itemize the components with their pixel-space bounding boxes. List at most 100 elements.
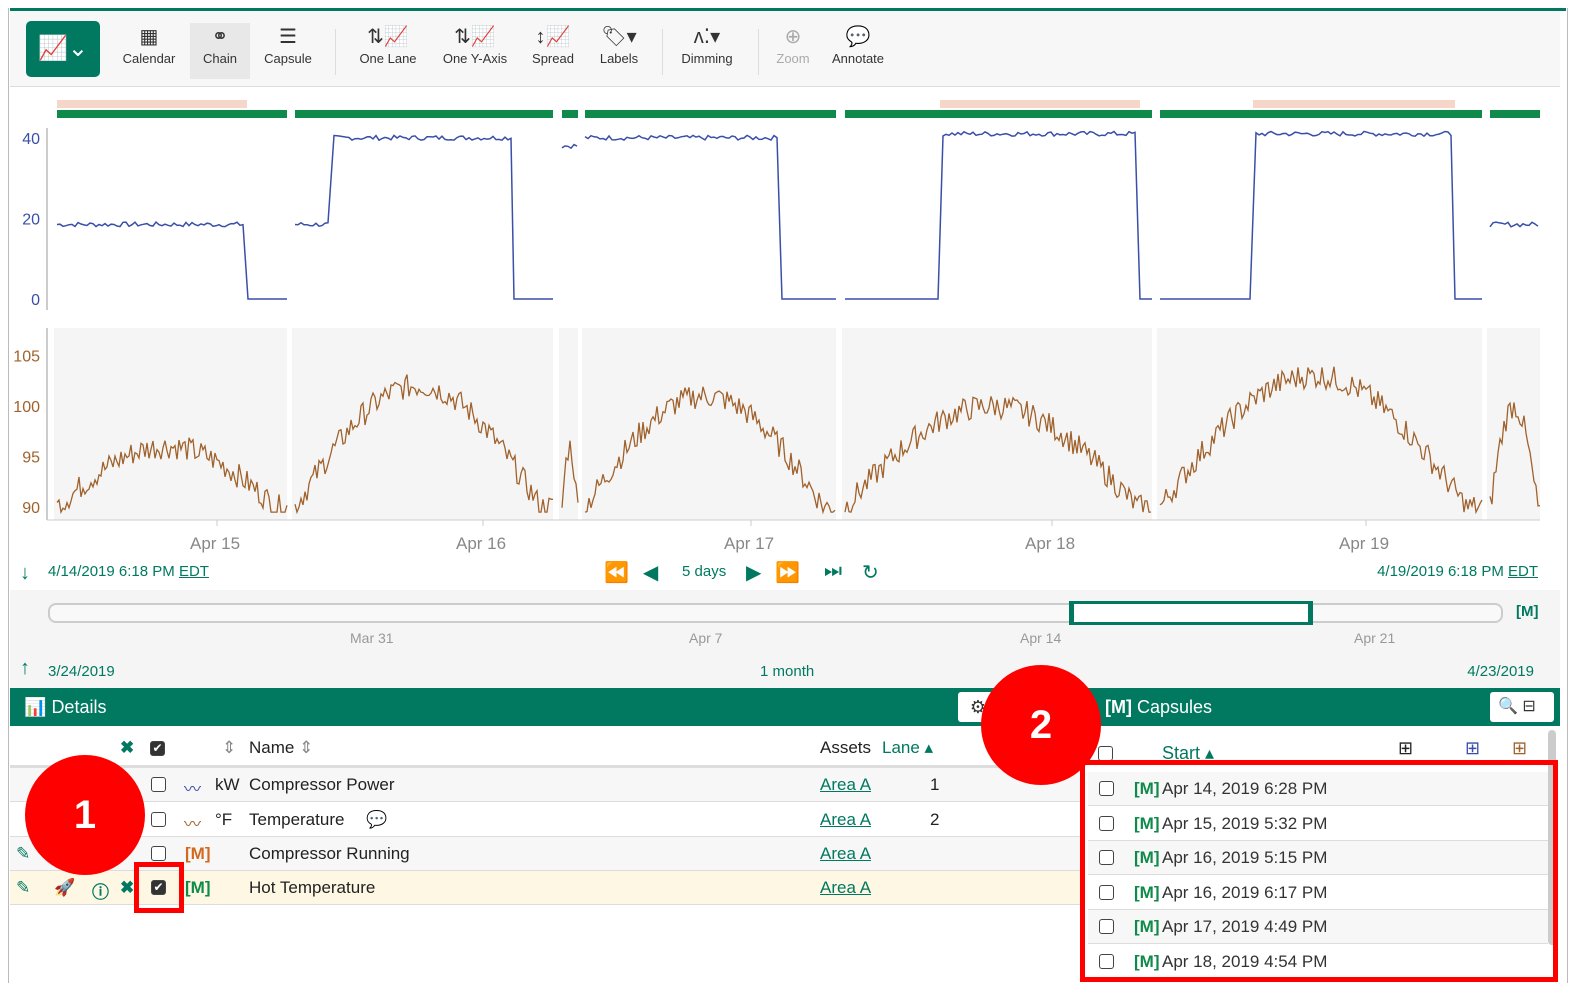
timezone-link[interactable]: EDT	[1508, 563, 1538, 580]
zoom-icon[interactable]: 🔍	[1498, 698, 1518, 715]
table-row[interactable]: 〰 kW Compressor Power Area A 1	[10, 768, 1080, 802]
one-y-axis-button[interactable]: ⇅📈 One Y-Axis	[438, 23, 512, 79]
investigate-end[interactable]: 4/23/2019	[1467, 663, 1534, 680]
step-back-buttons[interactable]: ⏪◀	[604, 562, 673, 584]
row-checkbox[interactable]	[151, 812, 166, 827]
chain-button[interactable]: ⚭ Chain	[190, 23, 250, 79]
capsule-row[interactable]: [M] Apr 17, 2019 4:49 PM	[1088, 910, 1548, 944]
lane-background	[1157, 328, 1482, 520]
highlight-box	[1080, 760, 1558, 982]
capsule-pane-buttons[interactable]: 🔍 ⊟	[1490, 692, 1554, 722]
calendar-button[interactable]: ▦ Calendar	[118, 23, 180, 79]
capsules-scrollbar[interactable]	[1548, 730, 1556, 945]
minimize-icon[interactable]: ⊟	[1522, 698, 1536, 715]
chart-icon: 📊	[24, 697, 47, 717]
lane-background	[559, 328, 578, 520]
view-selector-button[interactable]: 📈⌄	[26, 21, 100, 77]
asset-link[interactable]: Area A	[820, 844, 872, 863]
display-end-time[interactable]: 4/19/2019 6:18 PM EDT	[1377, 563, 1538, 580]
annotation-icon[interactable]: 💬	[366, 810, 388, 829]
capsule-button[interactable]: ☰ Capsule	[258, 23, 318, 79]
table-row[interactable]: ✎ [M] Compressor Running Area A	[10, 837, 1080, 871]
spread-button[interactable]: ↕📈 Spread	[526, 23, 580, 79]
lane-background	[582, 328, 836, 520]
assets-column-header[interactable]: Assets	[820, 738, 872, 757]
arrow-down-icon[interactable]: ↓	[20, 562, 30, 584]
row-checkbox[interactable]	[151, 777, 166, 792]
overview-tick: Apr 14	[1020, 630, 1062, 646]
name-column-header[interactable]: Name ⇕	[249, 738, 314, 757]
capsule-checkbox[interactable]	[1099, 919, 1114, 934]
lane-column-header[interactable]: Lane ▴	[882, 738, 934, 757]
capsule-checkbox[interactable]	[1099, 850, 1114, 865]
investigate-duration[interactable]: 1 month	[760, 663, 815, 680]
capsules-header: [M] Capsules 🔍 ⊟	[1085, 688, 1560, 726]
chain-icon: ⚭	[211, 26, 229, 48]
app-frame	[8, 8, 1568, 983]
edit-icon[interactable]: ✎	[16, 878, 31, 897]
lane-background	[292, 328, 553, 520]
labels-button[interactable]: 🏷▾ Labels	[594, 23, 644, 79]
capsule-row[interactable]: [M] Apr 16, 2019 6:17 PM	[1088, 875, 1548, 910]
capsule-icon: [M]	[1105, 697, 1132, 717]
row-checkbox[interactable]: ✔	[151, 880, 166, 895]
capsule-bar	[845, 110, 1152, 118]
range-slider-selection[interactable]	[1069, 601, 1313, 625]
timezone-link[interactable]: EDT	[178, 563, 209, 580]
capsule-icon: [M]	[1516, 603, 1539, 620]
details-header: 📊 Details ⚙	[10, 688, 1085, 726]
dimming-button[interactable]: ʌ⁚▾ Dimming	[676, 23, 738, 79]
display-duration[interactable]: 5 days	[682, 563, 727, 580]
spread-icon: ↕📈	[535, 26, 571, 48]
one-lane-button[interactable]: ⇅📈 One Lane	[354, 23, 422, 79]
capsule-row[interactable]: [M] Apr 15, 2019 5:32 PM	[1088, 806, 1548, 841]
rocket-icon[interactable]: 🚀	[54, 878, 76, 897]
capsule-checkbox[interactable]	[1099, 884, 1114, 900]
toolbar: ▦ Calendar ⚭ Chain ☰ Capsule ⇅📈 One Lane ⇅📈 O…	[10, 11, 1560, 87]
arrow-up-icon[interactable]: ↑	[20, 657, 30, 679]
highlight-box	[134, 862, 184, 913]
capsule-bar	[295, 110, 553, 118]
zoom-button[interactable]: ⊕ Zoom	[770, 23, 816, 79]
capsule-start: Apr 18, 2019 4:54 PM	[1162, 951, 1328, 971]
select-all-checkbox[interactable]: ✔	[150, 741, 165, 756]
capsule-icon: [M]	[1134, 882, 1160, 902]
start-column-header[interactable]: Start ▴	[1162, 743, 1215, 763]
capsule-row[interactable]: [M] Apr 16, 2019 5:15 PM	[1088, 841, 1548, 875]
annotate-button[interactable]: 💬 Annotate	[826, 23, 890, 79]
date-label: Apr 15	[190, 534, 241, 553]
capsule-checkbox[interactable]	[1099, 781, 1114, 796]
refresh-icon[interactable]: ↻	[862, 562, 879, 584]
capsule-checkbox[interactable]	[1099, 815, 1114, 831]
capsules-select-all-checkbox[interactable]	[1098, 746, 1113, 761]
trend-chart[interactable]: 40 20 0 105 100 95 90	[0, 88, 1576, 528]
remove-all-icon[interactable]: ✖	[120, 738, 135, 757]
step-forward-buttons[interactable]: ▶⏩	[746, 562, 815, 584]
y-tick-label: 20	[22, 211, 40, 228]
remove-icon[interactable]: ✖	[120, 878, 135, 897]
asset-link[interactable]: Area A	[820, 878, 872, 897]
capsule-row[interactable]: [M] Apr 14, 2019 6:28 PM	[1088, 772, 1548, 806]
callout-2: 2	[981, 665, 1101, 785]
calendar-icon: ▦	[139, 26, 159, 48]
table-row[interactable]: 〰 °F Temperature 💬 Area A 2	[10, 803, 1080, 837]
display-start-time[interactable]: 4/14/2019 6:18 PM EDT	[48, 563, 209, 580]
add-column-icon[interactable]: ⊞	[1512, 738, 1528, 758]
jump-to-now-icon[interactable]: ⏭	[824, 560, 842, 582]
tag-icon: 🏷▾	[601, 26, 637, 48]
add-column-icon[interactable]: ⊞	[1465, 738, 1481, 758]
temperature-trace	[844, 396, 1151, 513]
capsule-checkbox[interactable]	[1099, 953, 1114, 969]
temperature-trace	[294, 374, 554, 515]
row-checkbox[interactable]	[151, 846, 166, 861]
add-column-icon[interactable]: ⊞	[1398, 738, 1414, 758]
investigate-start[interactable]: 3/24/2019	[48, 663, 115, 680]
asset-link[interactable]: Area A	[820, 775, 872, 794]
sort-icon[interactable]: ⇕	[222, 738, 237, 757]
edit-icon[interactable]: ✎	[16, 844, 31, 863]
info-icon[interactable]: ⓘ	[92, 883, 109, 902]
table-row-selected[interactable]: ✎ 🚀 ⓘ ✖ ✔ [M] Hot Temperature Area A	[10, 871, 1080, 905]
one-y-axis-icon: ⇅📈	[454, 26, 496, 48]
asset-link[interactable]: Area A	[820, 810, 872, 829]
lane-background	[54, 328, 287, 520]
